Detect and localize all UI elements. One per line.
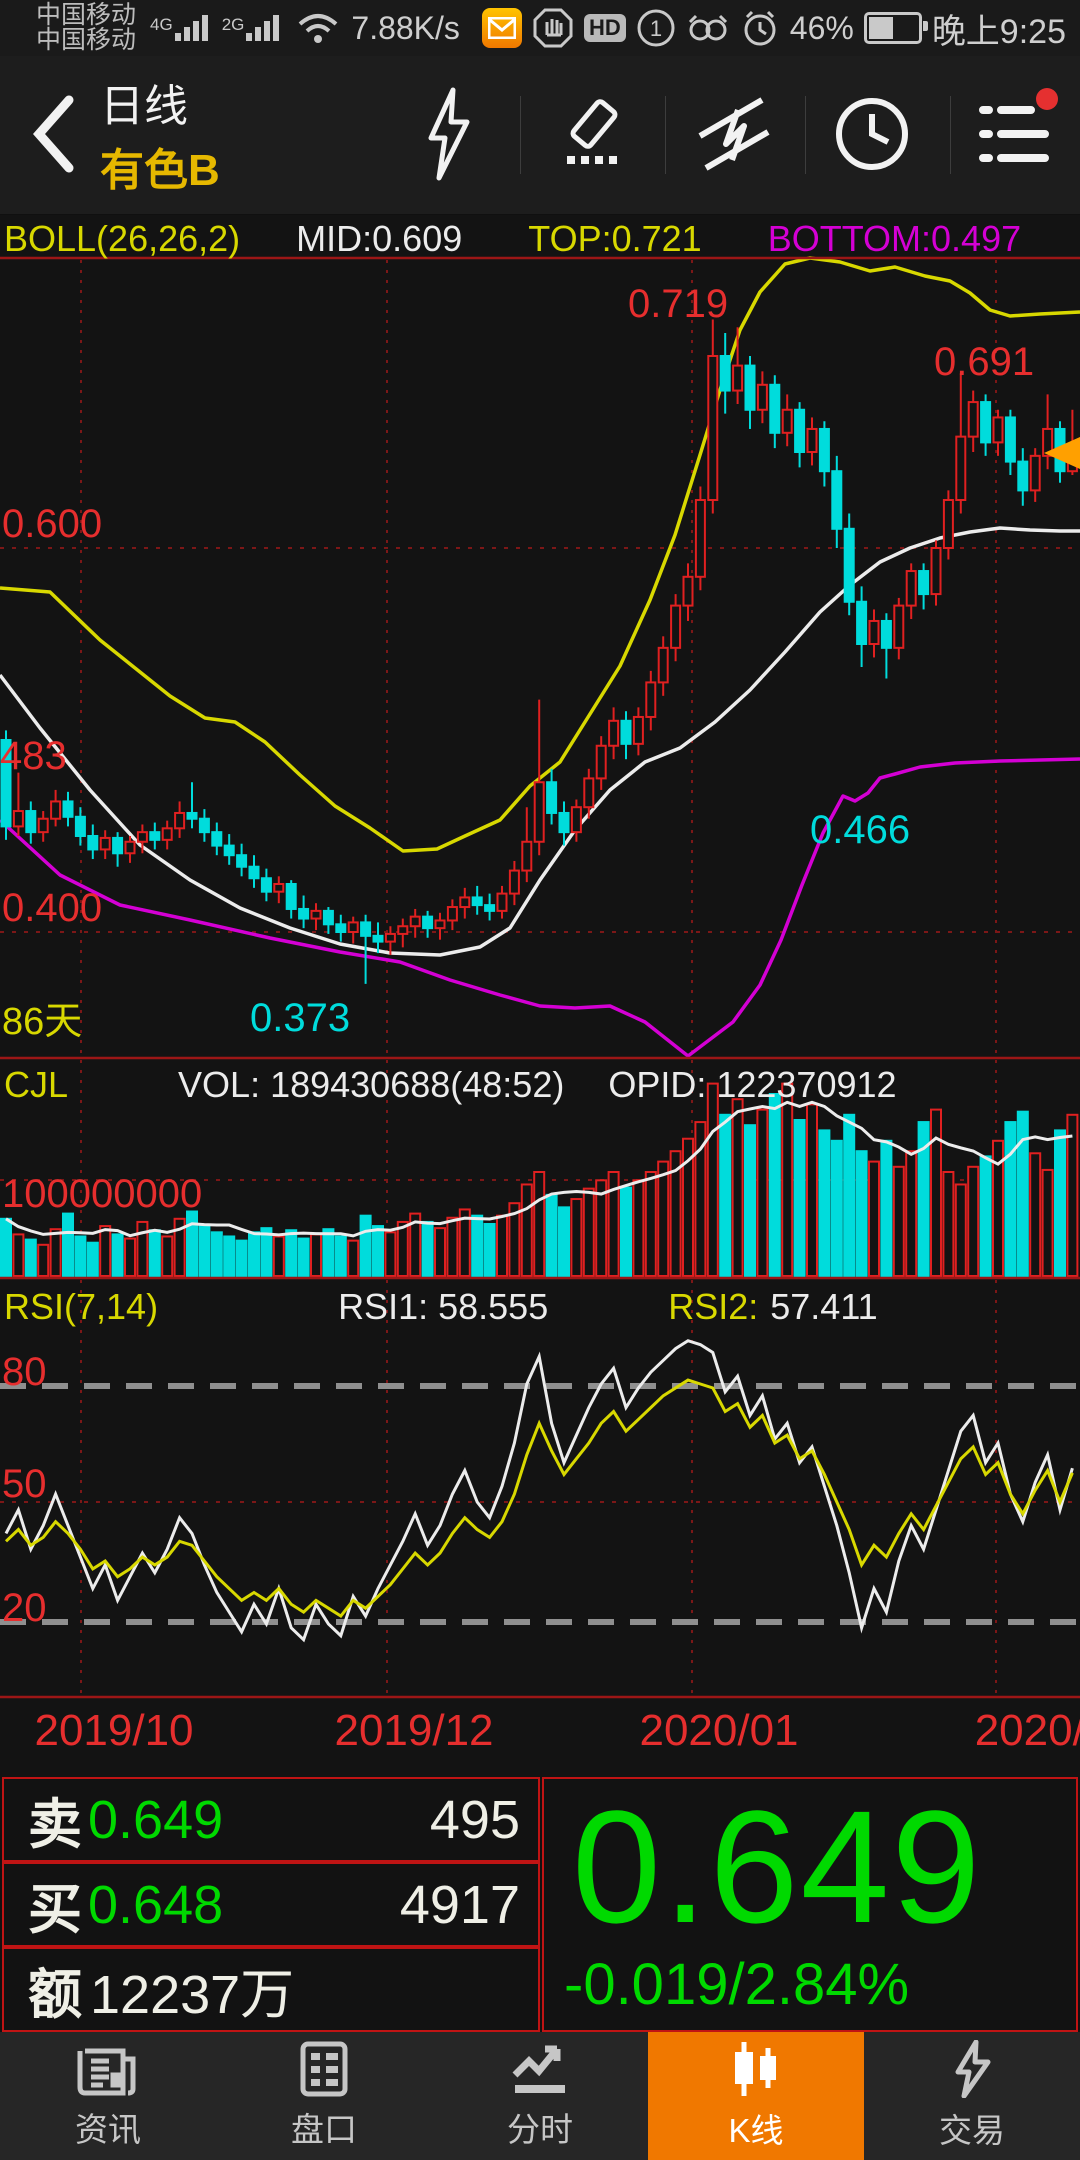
signal-icon-2: 2G (222, 15, 280, 41)
rsi2-value: 57.411 (770, 1286, 878, 1327)
sell-price: 0.649 (88, 1789, 224, 1850)
rsi-params: RSI(7,14) (4, 1286, 159, 1327)
notification-dot (1036, 88, 1058, 110)
eye-protect-icon (686, 8, 730, 48)
buy-row[interactable]: 买 0.648 4917 (2, 1862, 540, 1947)
news-icon (77, 2041, 139, 2097)
chevron-left-icon (31, 94, 75, 174)
network-speed: 7.88K/s (351, 9, 460, 46)
orderbook-icon (299, 2041, 349, 2097)
volume-header: CJL VOL: 189430688(48:52) OPID: 12237091… (0, 1064, 1080, 1106)
rsi1-value: RSI1: 58.555 (338, 1286, 549, 1327)
wifi-icon (297, 11, 339, 45)
nav-timeline[interactable]: 分时 (432, 2032, 648, 2160)
back-button[interactable] (18, 84, 88, 184)
battery-percent: 46% (789, 9, 854, 46)
vol-value: VOL: 189430688(48:52) (178, 1064, 565, 1105)
period-title: 日线 (100, 82, 188, 131)
nav-kline[interactable]: K线 (648, 2032, 864, 2160)
amount-row: 额 12237万 (2, 1947, 540, 2032)
kline-icon (728, 2040, 784, 2098)
alarm-clock-icon (740, 8, 780, 48)
sell-qty: 495 (429, 1789, 520, 1850)
signal-icon: 4G (150, 15, 208, 41)
circle-one-icon: 1 (636, 8, 676, 48)
order-panel: 卖 0.649 495 买 0.648 4917 额 12237万 0.649 … (0, 1777, 1080, 2032)
last-price-box: 0.649 -0.019/2.84% (542, 1777, 1078, 2032)
clock-time: 晚上9:25 (931, 12, 1066, 51)
rsi2-label: RSI2: (668, 1286, 759, 1327)
boll-top: TOP:0.721 (528, 218, 702, 259)
amount-label: 额 (28, 1965, 82, 2025)
opid-value: OPID: 122370912 (608, 1064, 897, 1105)
bottom-nav: 资讯 盘口 分时 K线 交易 (0, 2032, 1080, 2160)
buy-price: 0.648 (88, 1874, 224, 1935)
history-clock-icon[interactable] (817, 86, 927, 182)
menu-list-icon[interactable] (962, 86, 1072, 182)
flash-icon[interactable] (393, 86, 503, 182)
carrier-label: 中国移动 中国移动 (36, 1, 137, 54)
stock-name: 有色B (100, 146, 220, 195)
hand-block-icon (532, 7, 574, 49)
hd-icon: HD (583, 14, 626, 42)
trade-lightning-icon (950, 2040, 994, 2098)
nav-news[interactable]: 资讯 (0, 2032, 216, 2160)
current-price: 0.649 (572, 1777, 983, 1956)
nav-trade[interactable]: 交易 (864, 2032, 1080, 2160)
buy-qty: 4917 (399, 1874, 520, 1935)
timeline-icon (509, 2041, 571, 2097)
cjl-label: CJL (4, 1064, 69, 1105)
svg-text:1: 1 (650, 16, 662, 41)
price-change: -0.019/2.84% (564, 1952, 910, 2017)
mail-icon (481, 8, 522, 48)
boll-params: BOLL(26,26,2) (4, 218, 241, 259)
battery-icon (863, 12, 928, 44)
compare-icon[interactable] (679, 86, 789, 182)
sell-row[interactable]: 卖 0.649 495 (2, 1777, 540, 1862)
boll-mid: MID:0.609 (296, 218, 463, 259)
kline-chart-region[interactable] (0, 215, 1080, 1777)
boll-header: BOLL(26,26,2) MID:0.609 TOP:0.721 BOTTOM… (0, 218, 1080, 260)
title-bar: 日线 有色B (0, 56, 1080, 214)
status-bar: 中国移动 中国移动 4G 2G 7.88K/s HD 1 46% (0, 0, 1080, 56)
buy-label: 买 (28, 1880, 82, 1940)
sell-label: 卖 (28, 1795, 82, 1855)
nav-orderbook[interactable]: 盘口 (216, 2032, 432, 2160)
boll-bottom: BOTTOM:0.497 (767, 218, 1022, 259)
rsi-header: RSI(7,14) RSI1: 58.555 RSI2: 57.411 (0, 1286, 1080, 1328)
draw-icon[interactable] (538, 86, 648, 182)
amount-value: 12237万 (90, 1965, 295, 2025)
